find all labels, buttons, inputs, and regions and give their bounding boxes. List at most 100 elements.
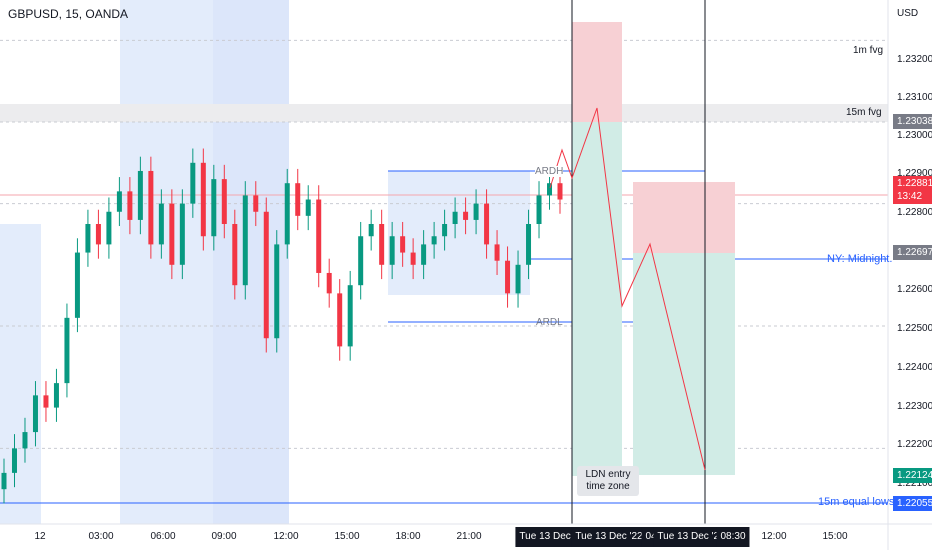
candle-body: [536, 195, 542, 224]
candle-body: [22, 432, 28, 449]
entry-zone-label: LDN entry time zone: [577, 466, 639, 496]
time-tick: 15:00: [822, 531, 848, 542]
candle-body: [11, 448, 17, 473]
candle-body: [526, 224, 532, 265]
candle-body: [116, 191, 122, 212]
candle-body: [95, 224, 101, 245]
projection-path: [549, 107, 706, 471]
time-highlight: 08:30: [716, 527, 750, 547]
candle-body: [442, 224, 448, 237]
candle-body: [494, 244, 500, 261]
time-tick: 06:00: [150, 531, 176, 542]
equal-lows-price-tag: 1.22055: [893, 496, 932, 511]
candle-body: [43, 395, 49, 408]
candle-body: [32, 395, 38, 433]
candle-body: [190, 162, 196, 204]
fvg-band: [0, 104, 888, 122]
price-tick: 1.22600: [897, 284, 932, 295]
time-tick: 12: [34, 531, 46, 542]
candle-body: [547, 183, 553, 196]
midnight-price-tag: 1.22697: [893, 245, 932, 260]
equal-lows-label: 15m equal lows: [818, 496, 895, 508]
candle-body: [337, 293, 343, 347]
candle-body: [200, 162, 206, 237]
candle-body: [358, 236, 364, 286]
candle-body: [389, 236, 395, 265]
candle-body: [64, 317, 70, 384]
candle-body: [253, 195, 259, 212]
candle-body: [410, 252, 416, 265]
price-tick: 1.22800: [897, 207, 932, 218]
time-tick: 03:00: [88, 531, 114, 542]
countdown-tag: 13:42: [893, 189, 932, 204]
time-tick: 09:00: [211, 531, 237, 542]
fvg-1m-label: 1m fvg: [853, 45, 884, 56]
candle-body: [452, 211, 458, 224]
ny-midnight-label: NY: Midnight.: [827, 253, 893, 265]
candle-body: [263, 211, 269, 339]
candle-body: [473, 203, 479, 220]
candle-body: [242, 195, 248, 286]
candle-body: [127, 191, 133, 220]
candle-body: [431, 236, 437, 245]
candle-body: [284, 183, 290, 245]
price-tick: 1.23000: [897, 130, 932, 141]
ardl-label: ARDL: [536, 317, 563, 328]
candle-body: [148, 170, 154, 245]
time-tick: 12:00: [273, 531, 299, 542]
session-zone: [120, 0, 213, 524]
price-tick: 1.22300: [897, 401, 932, 412]
target-zone: [572, 122, 622, 476]
price-tick: 1.22900: [897, 168, 932, 179]
candle-body: [557, 183, 563, 200]
candle-body: [295, 183, 301, 216]
price-tick: 1.22100: [897, 478, 932, 489]
price-tick: 1.23200: [897, 54, 932, 65]
candle-body: [1, 472, 7, 490]
candle-body: [379, 224, 385, 265]
time-tick: 12:00: [761, 531, 787, 542]
time-tick: 21:00: [456, 531, 482, 542]
time-highlight: Tue 13 Dec '22: [571, 527, 647, 547]
time-tick: 15:00: [334, 531, 360, 542]
candle-body: [326, 272, 332, 294]
currency-label: USD: [897, 8, 919, 19]
candle-body: [232, 224, 238, 286]
candle-body: [274, 244, 280, 339]
candle-body: [106, 211, 112, 245]
candle-body: [169, 203, 175, 265]
stop-zone: [572, 22, 622, 122]
time-tick: 18:00: [395, 531, 421, 542]
candle-body: [221, 179, 227, 224]
candle-body: [305, 199, 311, 216]
price-tick: 1.22200: [897, 439, 932, 450]
target-zone: [633, 253, 735, 475]
candle-body: [179, 203, 185, 265]
ardh-label: ARDH: [535, 166, 564, 177]
candle-body: [85, 224, 91, 253]
candle-body: [463, 211, 469, 220]
candle-body: [505, 260, 511, 294]
candle-body: [158, 203, 164, 245]
candle-body: [368, 224, 374, 237]
candle-body: [484, 203, 490, 245]
candle-body: [515, 264, 521, 294]
fvg15-price-tag: 1.23038: [893, 114, 932, 129]
stop-zone: [633, 182, 735, 253]
candle-body: [347, 285, 353, 347]
candle-body: [211, 179, 217, 237]
candle-body: [316, 199, 322, 273]
price-tick: 1.22500: [897, 323, 932, 334]
fvg-15m-label: 15m fvg: [846, 107, 882, 118]
current-price-tag: 1.22881: [893, 176, 932, 191]
session-zone: [0, 224, 41, 524]
candle-body: [421, 244, 427, 265]
target-price-tag: 1.22124: [893, 468, 932, 483]
candle-body: [53, 383, 59, 408]
candle-body: [400, 236, 406, 253]
candle-body: [137, 170, 143, 220]
symbol-title: GBPUSD, 15, OANDA: [8, 7, 129, 21]
candle-body: [74, 252, 80, 318]
